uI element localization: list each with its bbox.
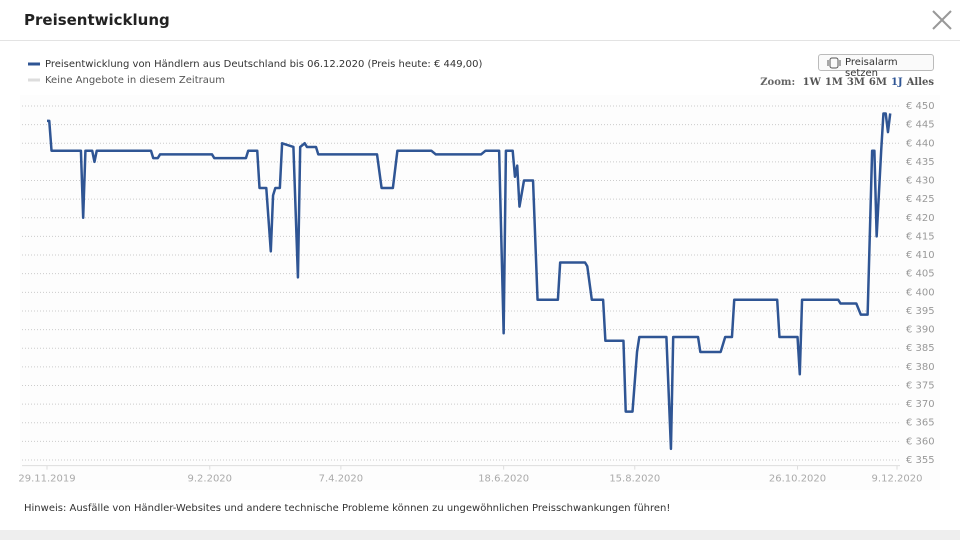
price-line: [47, 112, 892, 451]
x-tick-label: 7.4.2020: [319, 474, 364, 485]
legend-label: Preisentwicklung von Händlern aus Deutsc…: [45, 59, 482, 70]
legend-label: Keine Angebote in diesem Zeitraum: [45, 75, 225, 86]
zoom-option[interactable]: 1W: [802, 77, 821, 88]
x-tick-label: 26.10.2020: [769, 474, 826, 485]
y-tick-label: € 415: [906, 231, 935, 242]
bell-icon: [827, 57, 841, 69]
x-tick-label: 29.11.2019: [18, 474, 75, 485]
y-tick-label: € 430: [906, 176, 935, 187]
zoom-label: Zoom:: [760, 77, 796, 88]
zoom-option[interactable]: 1M: [824, 77, 843, 88]
dialog-header: Preisentwicklung: [0, 0, 960, 41]
zoom-bar: Zoom: 1W 1M 3M 6M 1J Alles: [760, 77, 934, 88]
alarm-button[interactable]: Preisalarm setzen: [818, 54, 934, 79]
y-tick-label: € 365: [906, 418, 935, 429]
zoom-option[interactable]: 1J: [890, 77, 903, 88]
y-tick-label: € 450: [906, 101, 935, 112]
y-tick-label: € 355: [906, 455, 935, 466]
x-tick-label: 9.12.2020: [872, 474, 923, 485]
x-tick-label: 18.6.2020: [478, 474, 529, 485]
y-tick-label: € 380: [906, 362, 935, 373]
plot-background: [20, 95, 940, 490]
chart: Preisentwicklung von Händlern aus Deutsc…: [18, 59, 940, 490]
y-tick-label: € 400: [906, 287, 935, 298]
y-tick-label: € 410: [906, 250, 935, 261]
y-tick-label: € 445: [906, 120, 935, 131]
y-tick-label: € 385: [906, 343, 935, 354]
hint: Hinweis: Ausfälle von Händler-Websites u…: [24, 503, 671, 514]
y-tick-label: € 405: [906, 269, 935, 280]
footer-strip: [0, 530, 960, 540]
y-tick-label: € 360: [906, 436, 935, 447]
zoom-option[interactable]: Alles: [906, 77, 934, 88]
x-tick-label: 15.8.2020: [609, 474, 660, 485]
y-tick-label: € 390: [906, 325, 935, 336]
y-tick-label: € 370: [906, 399, 935, 410]
close-button[interactable]: [930, 8, 954, 32]
y-tick-label: € 395: [906, 306, 935, 317]
zoom-option[interactable]: 6M: [868, 77, 887, 88]
dialog-title: Preisentwicklung: [24, 11, 170, 29]
y-tick-label: € 375: [906, 380, 935, 391]
x-tick-label: 9.2.2020: [188, 474, 233, 485]
y-tick-label: € 440: [906, 138, 935, 149]
zoom-option[interactable]: 3M: [846, 77, 865, 88]
y-tick-label: € 425: [906, 194, 935, 205]
y-tick-label: € 435: [906, 157, 935, 168]
y-tick-label: € 420: [906, 213, 935, 224]
alarm-label: Preisalarm setzen: [845, 57, 898, 79]
